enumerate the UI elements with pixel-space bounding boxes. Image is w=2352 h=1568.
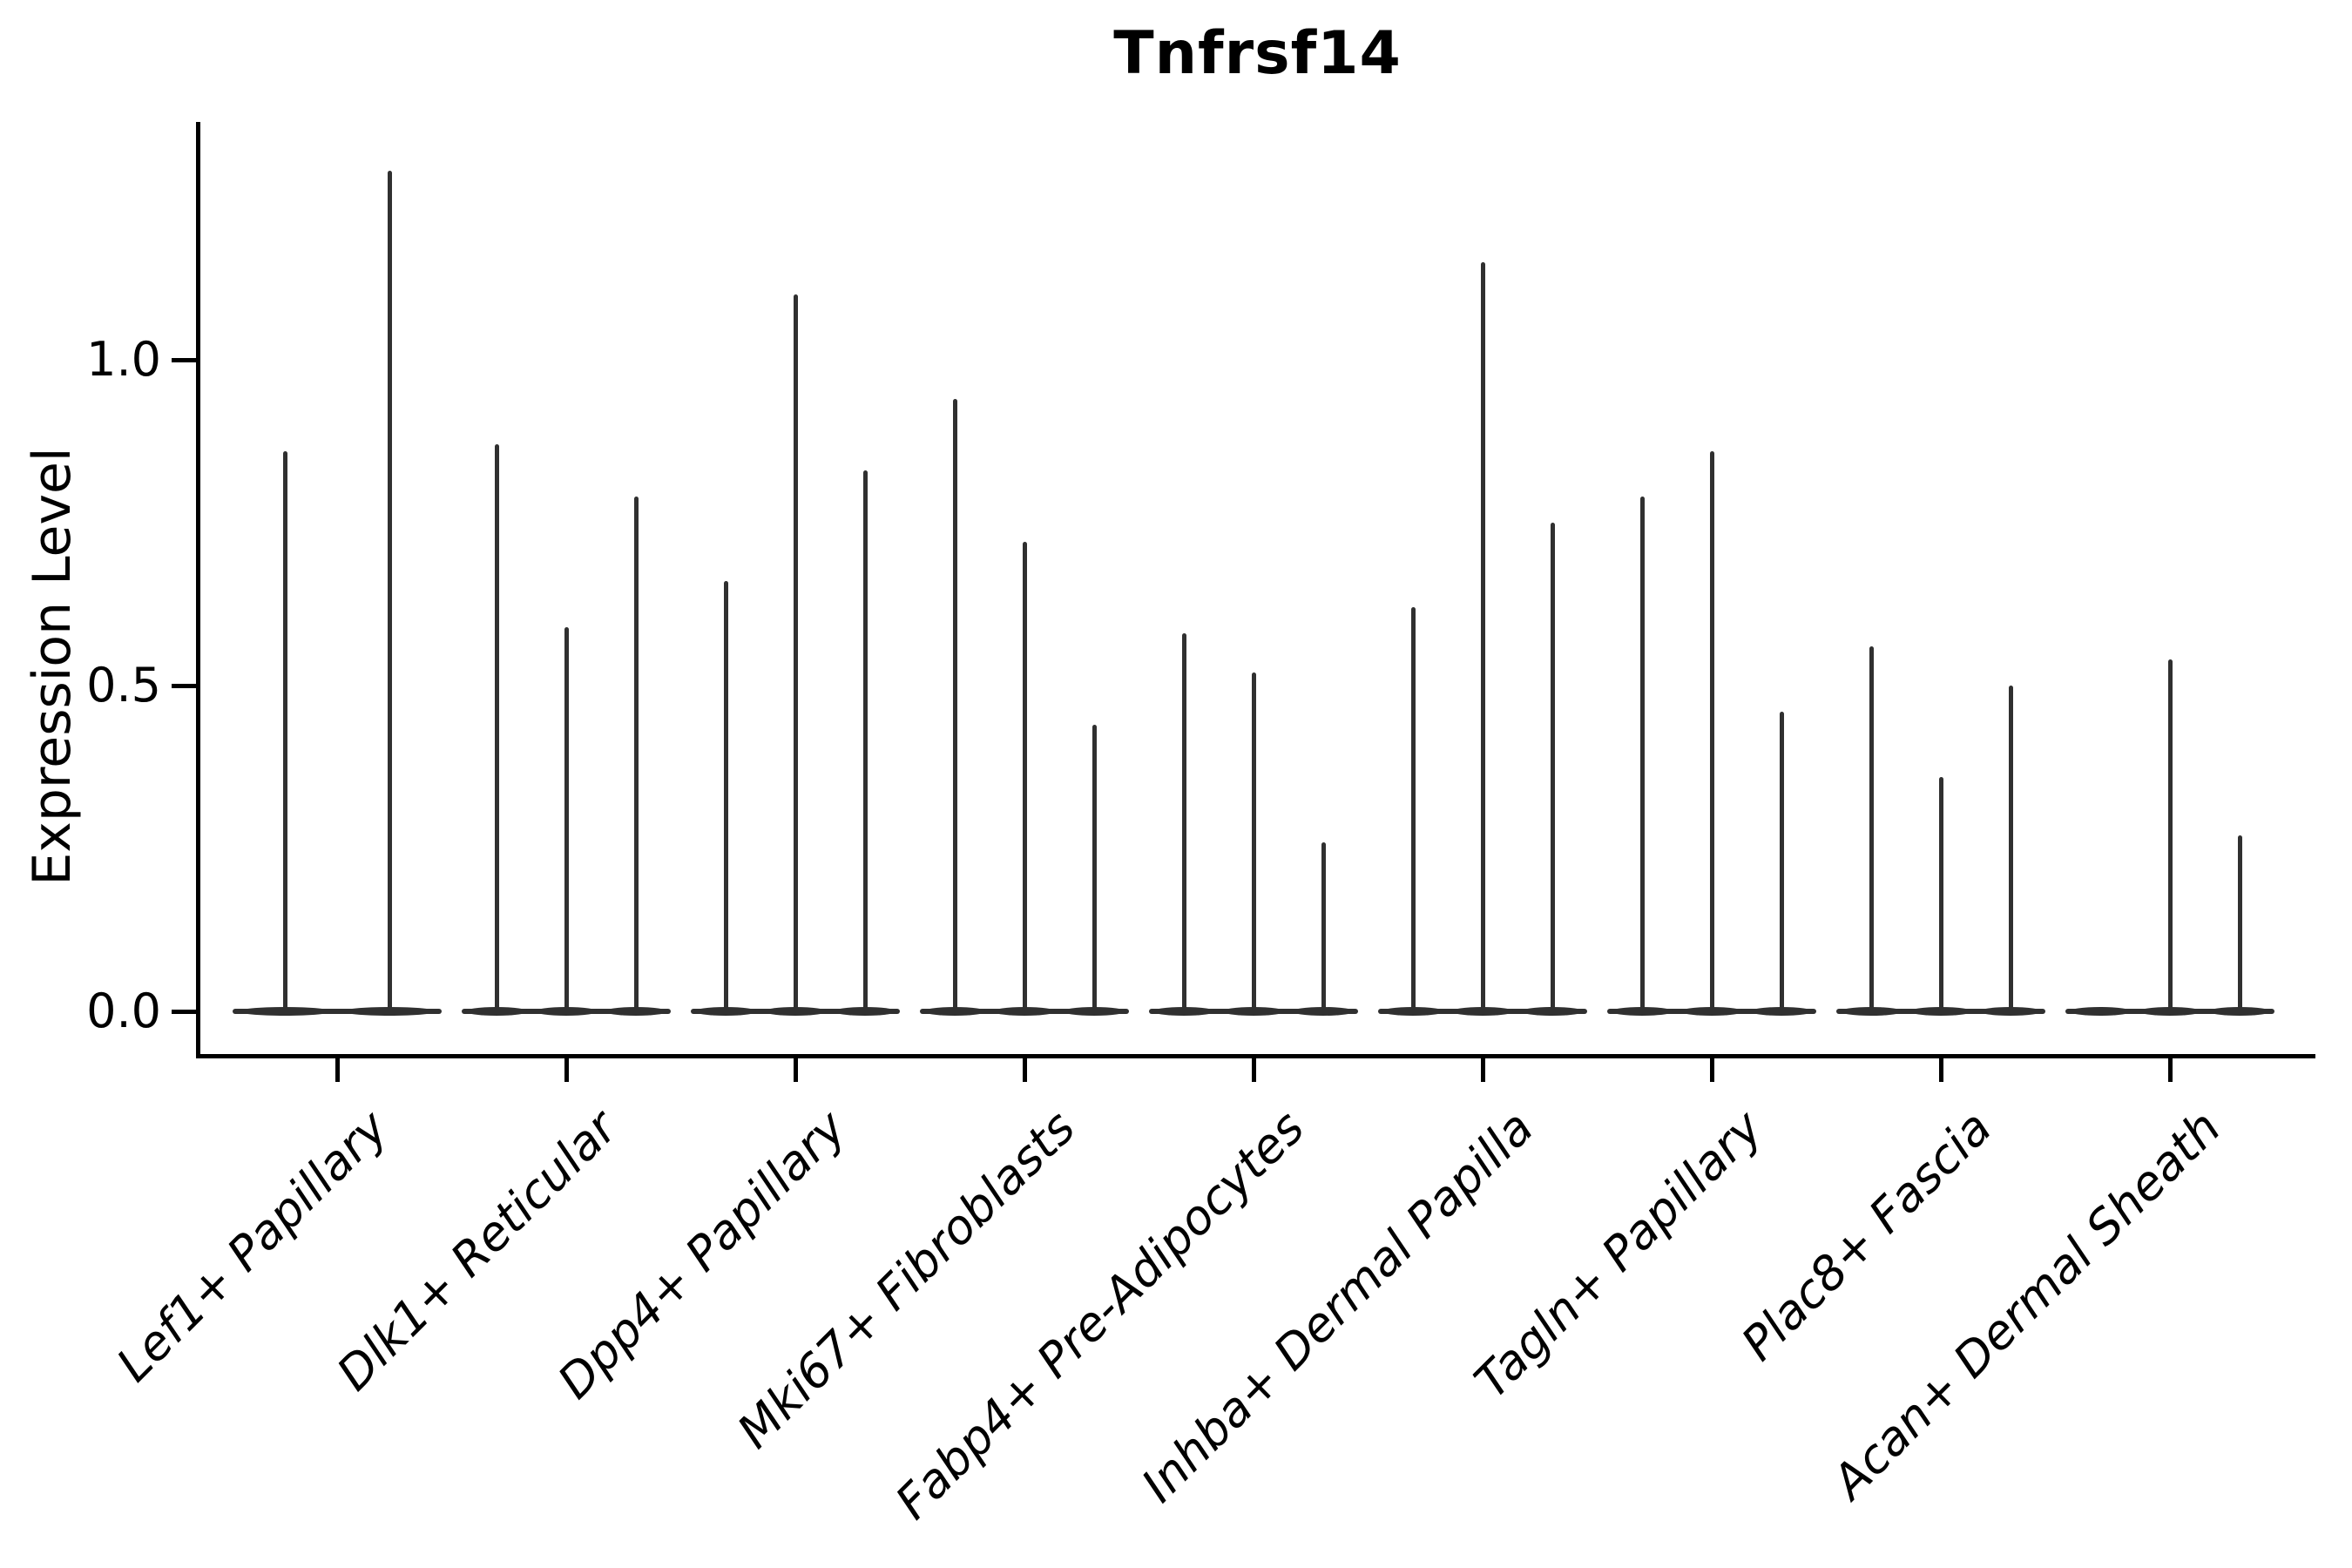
x-tick-mark [1480,1056,1485,1082]
violin-body [1382,1007,1444,1016]
violin-spike [723,581,728,1011]
violin-spike [282,451,287,1011]
violin-spike [1092,725,1097,1011]
violin-body [2208,1007,2271,1016]
violin-body [1451,1007,1514,1016]
violin-body [465,1007,528,1016]
violin-spike [1410,607,1416,1011]
violin-body [834,1007,896,1016]
violin-body [342,1007,436,1016]
violin-spike [1869,646,1874,1011]
violin-spike [1938,777,1943,1011]
y-tick-label: 0.0 [86,983,161,1038]
violin-spike [862,470,868,1011]
y-tick-mark [172,357,196,362]
y-axis-spine [196,122,200,1058]
violin-body [1063,1007,1125,1016]
violin-spike [1639,497,1645,1011]
violin-body [1611,1007,1673,1016]
violin-spike [2167,659,2173,1011]
violin-body [238,1007,332,1016]
chart-title: Tnfrsf14 [1113,19,1402,88]
violin-body [1750,1007,1813,1016]
y-tick-label: 0.5 [86,658,161,713]
violin-body [1292,1007,1355,1016]
violin-body [1979,1007,2042,1016]
x-tick-mark [335,1056,340,1082]
x-tick-mark [1251,1056,1256,1082]
violin-spike [1779,712,1784,1011]
x-tick-mark [1022,1056,1027,1082]
x-axis-spine [196,1054,2315,1058]
violin-body [535,1007,598,1016]
violin-spike [633,497,639,1011]
violin-spike [1550,523,1555,1011]
violin-body [993,1007,1056,1016]
violin-body [1909,1007,1972,1016]
violin-spike [494,444,499,1011]
violin-body [1222,1007,1285,1016]
y-tick-mark [172,683,196,688]
x-tick-mark [793,1056,798,1082]
violin-spike [1251,672,1256,1011]
y-tick-mark [172,1009,196,1014]
violin-body [1680,1007,1743,1016]
violin-body [1521,1007,1584,1016]
violin-spike [1022,542,1027,1011]
violin-spike [793,294,798,1011]
violin-spike [2237,835,2242,1011]
x-tick-mark [1938,1056,1943,1082]
violin-baseline [233,1009,442,1014]
violin-body [2139,1007,2201,1016]
violin-spike [1321,842,1326,1011]
violin-body [605,1007,667,1016]
violin-body [923,1007,986,1016]
x-tick-mark [2167,1056,2173,1082]
violin-body [694,1007,757,1016]
violin-spike [2008,686,2013,1011]
violin-spike [1181,633,1186,1011]
violin-spike [1480,262,1485,1011]
violin-spike [952,399,957,1011]
violin-body [1840,1007,1903,1016]
violin-spike [1709,451,1714,1011]
violin-body [1152,1007,1215,1016]
violin-body [764,1007,827,1016]
x-tick-mark [1709,1056,1714,1082]
x-tick-mark [564,1056,569,1082]
y-tick-label: 1.0 [86,332,161,387]
violin-body [2069,1007,2132,1016]
violin-spike [387,171,392,1011]
violin-spike [564,627,569,1011]
